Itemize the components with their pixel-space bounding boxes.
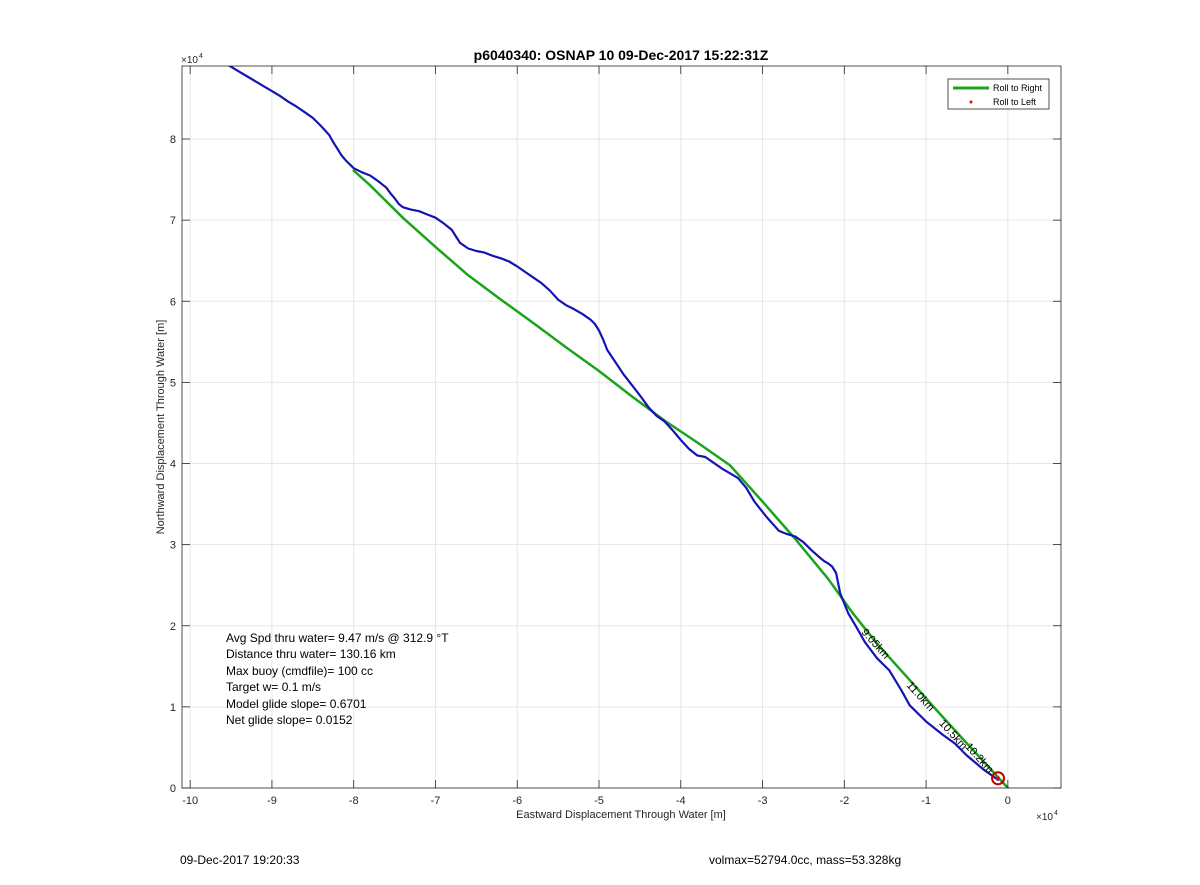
series-layer xyxy=(227,66,1010,788)
plot-frame xyxy=(181,65,1062,789)
stats-annotations: Avg Spd thru water= 9.47 m/s @ 312.9 °T … xyxy=(226,631,449,727)
legend-label-roll-left: Roll to Left xyxy=(993,97,1037,107)
x-tick-label-2: -8 xyxy=(349,795,359,807)
end-marker-circle-0 xyxy=(991,771,1006,786)
x-exponent-base: ×10 xyxy=(1036,812,1053,823)
y-tick-label-5: 5 xyxy=(170,377,176,389)
y-axis-label: Northward Displacement Through Water [m] xyxy=(155,320,167,535)
x-exponent-power: 4 xyxy=(1054,810,1058,817)
y-exponent: ×10 4 xyxy=(181,53,203,66)
annotation-avg-speed: Avg Spd thru water= 9.47 m/s @ 312.9 °T xyxy=(226,631,449,645)
x-tick-label-0: -10 xyxy=(182,795,198,807)
x-tick-label-3: -7 xyxy=(431,795,441,807)
x-tick-label-8: -2 xyxy=(839,795,849,807)
legend-swatch-roll-left xyxy=(969,100,973,104)
y-tick-label-4: 4 xyxy=(170,459,176,471)
y-exponent-base: ×10 xyxy=(181,55,198,66)
x-axis-label: Eastward Displacement Through Water [m] xyxy=(516,809,726,821)
x-tick-label-1: -9 xyxy=(267,795,277,807)
grid xyxy=(182,66,1061,789)
x-tick-label-10: 0 xyxy=(1005,795,1011,807)
y-tick-label-8: 8 xyxy=(170,134,176,146)
footer-volmax-mass: volmax=52794.0cc, mass=53.328kg xyxy=(709,853,902,867)
legend: Roll to Right Roll to Left xyxy=(947,78,1050,110)
annotation-max-buoy: Max buoy (cmdfile)= 100 cc xyxy=(226,664,373,678)
x-tick-label-9: -1 xyxy=(921,795,931,807)
x-tick-label-7: -3 xyxy=(758,795,768,807)
series-line-1 xyxy=(227,66,1000,782)
annotation-distance: Distance thru water= 130.16 km xyxy=(226,647,396,661)
series-line-0 xyxy=(352,169,1010,788)
x-exponent: ×10 4 xyxy=(1036,810,1058,823)
annotation-target-w: Target w= 0.1 m/s xyxy=(226,680,321,694)
x-tick-label-4: -6 xyxy=(512,795,522,807)
y-tick-label-6: 6 xyxy=(170,296,176,308)
y-tick-label-7: 7 xyxy=(170,215,176,227)
x-tick-label-6: -4 xyxy=(676,795,686,807)
y-tick-label-2: 2 xyxy=(170,621,176,633)
annotation-model-glide: Model glide slope= 0.6701 xyxy=(226,697,367,711)
y-exponent-power: 4 xyxy=(199,53,203,60)
roll-left-point-0 xyxy=(996,776,1001,781)
footer-timestamp: 09-Dec-2017 19:20:33 xyxy=(180,853,300,867)
chart-title: p6040340: OSNAP 10 09-Dec-2017 15:22:31Z xyxy=(474,47,769,63)
y-tick-label-3: 3 xyxy=(170,540,176,552)
legend-label-roll-right: Roll to Right xyxy=(993,83,1043,93)
x-tick-label-5: -5 xyxy=(594,795,604,807)
y-tick-label-1: 1 xyxy=(170,702,176,714)
plot-background xyxy=(182,66,1061,788)
annotation-net-glide: Net glide slope= 0.0152 xyxy=(226,713,353,727)
legend-box xyxy=(947,78,1050,110)
y-tick-label-0: 0 xyxy=(170,783,176,795)
